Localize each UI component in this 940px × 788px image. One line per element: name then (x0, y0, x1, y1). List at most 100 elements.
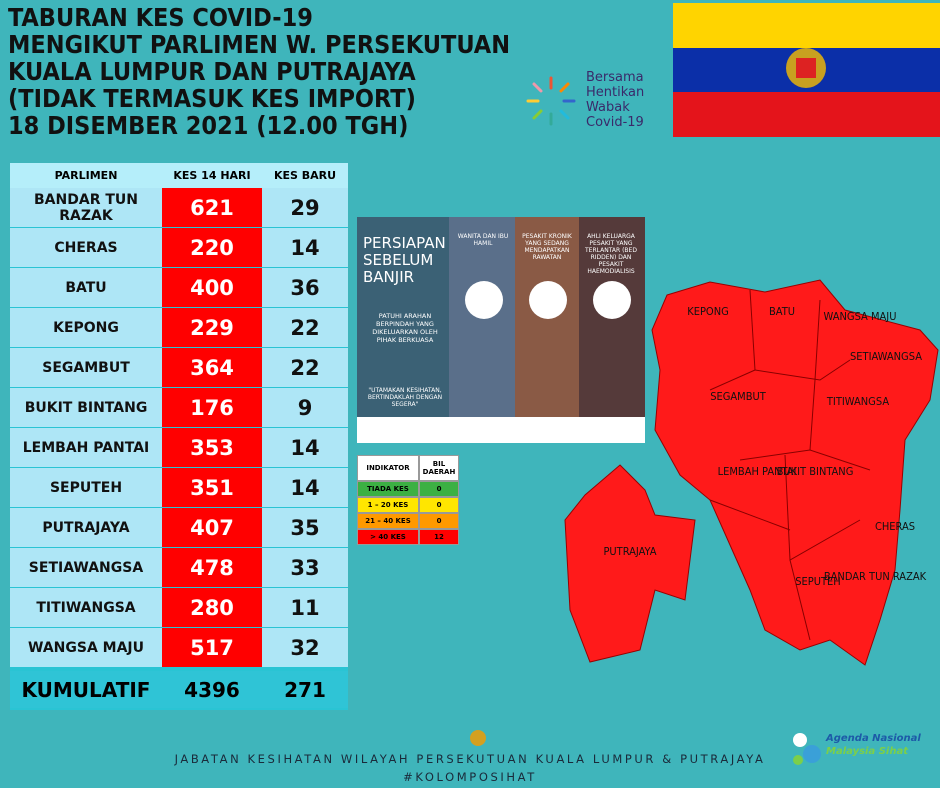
total-row: KUMULATIF 4396 271 (10, 671, 348, 708)
poster-group: PESAKIT KRONIK YANG SEDANG MENDAPATKAN R… (522, 233, 572, 261)
title: TABURAN KES COVID-19 MENGIKUT PARLIMEN W.… (8, 4, 510, 139)
case-count: 220 (162, 228, 262, 267)
logo-line: Covid-19 (586, 115, 644, 130)
flag (673, 3, 940, 137)
indicator-cell: > 40 KES (357, 529, 419, 545)
table-body: BANDAR TUN RAZAK 621 29 CHERAS 220 14 BATU 400 3… (10, 188, 348, 668)
case-count: 14 (262, 468, 348, 507)
indicator-header: INDIKATOR (357, 455, 419, 481)
case-count: 9 (262, 388, 348, 427)
indicator-cell: 0 (419, 481, 459, 497)
case-count: 478 (162, 548, 262, 587)
agenda-logo: Agenda Nasional Malaysia Sihat (786, 726, 936, 770)
indicator-cell: 21 – 40 KES (357, 513, 419, 529)
title-line: KUALA LUMPUR DAN PUTRAJAYA (8, 57, 416, 86)
constituency: TITIWANGSA (10, 588, 162, 627)
constituency: BUKIT BINTANG (10, 388, 162, 427)
title-line: (TIDAK TERMASUK KES IMPORT) (8, 84, 416, 113)
poster-icon (465, 281, 503, 319)
crest (786, 48, 826, 88)
constituency: SEGAMBUT (10, 348, 162, 387)
poster-icon (593, 281, 631, 319)
putrajaya-region (564, 464, 696, 663)
constituency: KEPONG (10, 308, 162, 347)
indicator-cell: 0 (419, 497, 459, 513)
constituency: SETIAWANGSA (10, 548, 162, 587)
agenda-text: Agenda Nasional (826, 733, 921, 744)
column-header: KES BARU (273, 169, 337, 182)
case-count: 33 (262, 548, 348, 587)
indicator-legend: INDIKATOR BIL DAERAH TIADA KES 0 1 – 20 KES 0… (357, 455, 459, 545)
constituency: CHERAS (10, 228, 162, 267)
constituency: PUTRAJAYA (10, 508, 162, 547)
case-count: 22 (262, 308, 348, 347)
constituency: WANGSA MAJU (10, 628, 162, 667)
case-count: 280 (162, 588, 262, 627)
constituency: SEPUTEH (10, 468, 162, 507)
indicator-header: BIL DAERAH (419, 455, 459, 481)
column-header: PARLIMEN (54, 169, 118, 182)
footer-department: JABATAN KESIHATAN WILAYAH PERSEKUTUAN KU… (174, 752, 766, 766)
map-label: PUTRAJAYA (603, 545, 656, 558)
map-label: SEPUTEH (795, 575, 841, 588)
poster-group: WANITA DAN IBU HAMIL (457, 233, 509, 247)
case-count: 22 (262, 348, 348, 387)
constituency: LEMBAH PANTAI (10, 428, 162, 467)
case-count: 621 (162, 188, 262, 227)
logo-line: Bersama (586, 70, 644, 85)
title-line: TABURAN KES COVID-19 (8, 3, 313, 32)
case-count: 29 (262, 188, 348, 227)
case-count: 176 (162, 388, 262, 427)
constituency: BANDAR TUN RAZAK (10, 188, 162, 227)
flood-poster: PERSIAPAN SEBELUM BANJIR PATUHI ARAHAN B… (357, 217, 645, 443)
case-table: PARLIMEN KES 14 HARI KES BARU BANDAR TUN RA… (10, 163, 348, 710)
case-count: 351 (162, 468, 262, 507)
case-count: 14 (262, 428, 348, 467)
logo-line: Hentikan (586, 85, 645, 100)
title-line: MENGIKUT PARLIMEN W. PERSEKUTUAN (8, 30, 511, 59)
campaign-logo: Bersama Hentikan Wabak Covid-19 (520, 70, 680, 134)
case-count: 364 (162, 348, 262, 387)
total-cell: 4396 (184, 677, 240, 702)
poster-icon (529, 281, 567, 319)
case-count: 36 (262, 268, 348, 307)
map-label: SEGAMBUT (710, 390, 767, 403)
map-label: KEPONG (687, 305, 729, 318)
poster-quote: "UTAMAKAN KESIHATAN, BERTINDAKLAH DENGAN… (367, 387, 443, 408)
kl-region (651, 279, 939, 666)
footer-hashtag: #KOLOMPOSIHAT (403, 770, 537, 784)
poster-instruction: PATUHI ARAHAN BERPINDAH YANG DIKELUARKAN… (372, 312, 438, 344)
total-cell: KUMULATIF (21, 677, 151, 702)
map: KEPONG BATU WANGSA MAJU SETIAWANGSA SEGAMBUT… (564, 279, 939, 666)
map-label: TITIWANGSA (826, 395, 889, 408)
case-count: 229 (162, 308, 262, 347)
case-count: 14 (262, 228, 348, 267)
indicator-cell: TIADA KES (357, 481, 419, 497)
logo-icon (526, 76, 576, 126)
map-label: WANGSA MAJU (824, 310, 897, 323)
indicator-cell: 0 (419, 513, 459, 529)
case-count: 400 (162, 268, 262, 307)
title-line: 18 DISEMBER 2021 (12.00 TGH) (8, 111, 409, 140)
map-label: BUKIT BINTANG (777, 465, 854, 478)
case-count: 35 (262, 508, 348, 547)
agenda-icon (793, 733, 821, 765)
case-count: 11 (262, 588, 348, 627)
case-count: 517 (162, 628, 262, 667)
case-count: 32 (262, 628, 348, 667)
indicator-cell: 1 – 20 KES (357, 497, 419, 513)
constituency: BATU (10, 268, 162, 307)
case-count: 353 (162, 428, 262, 467)
logo-text: Bersama Hentikan Wabak Covid-19 (586, 70, 644, 130)
logo-line: Wabak (586, 100, 630, 115)
map-label: BANDAR TUN RAZAK (824, 570, 927, 583)
footer: JABATAN KESIHATAN WILAYAH PERSEKUTUAN KU… (0, 750, 940, 786)
poster-group: AHLI KELUARGA PESAKIT YANG TERLANTAR (BE… (585, 233, 637, 275)
column-header: KES 14 HARI (173, 169, 251, 182)
ministry-crest (470, 730, 486, 746)
indicator-cell: 12 (419, 529, 459, 545)
map-label: SETIAWANGSA (850, 350, 922, 363)
case-count: 407 (162, 508, 262, 547)
map-label: BATU (769, 305, 795, 318)
